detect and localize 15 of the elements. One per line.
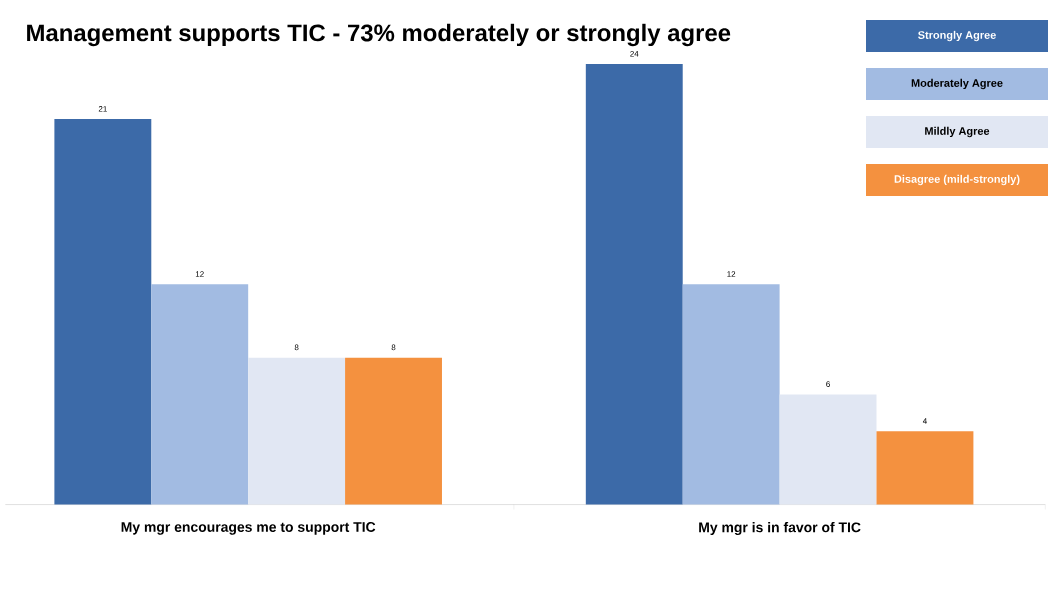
text: Disagree (mild-strongly) [894,174,1020,186]
text: Mildly Agree [925,126,990,138]
x-tick-label: My mgr is in favor of TIC [699,522,861,536]
bar [876,431,974,505]
text: Moderately Agree [911,78,1003,90]
text: Strongly Agree [918,30,996,42]
bar [248,357,346,505]
bar [779,394,877,505]
bar [345,357,442,505]
bar [682,284,780,505]
bar [151,284,249,505]
bar [585,64,683,505]
bar [54,119,152,505]
chart-title: Management supports TIC - 73% moderately or strongly agree [27,23,731,47]
x-tick-label: My mgr encourages me to support TIC [121,522,376,535]
